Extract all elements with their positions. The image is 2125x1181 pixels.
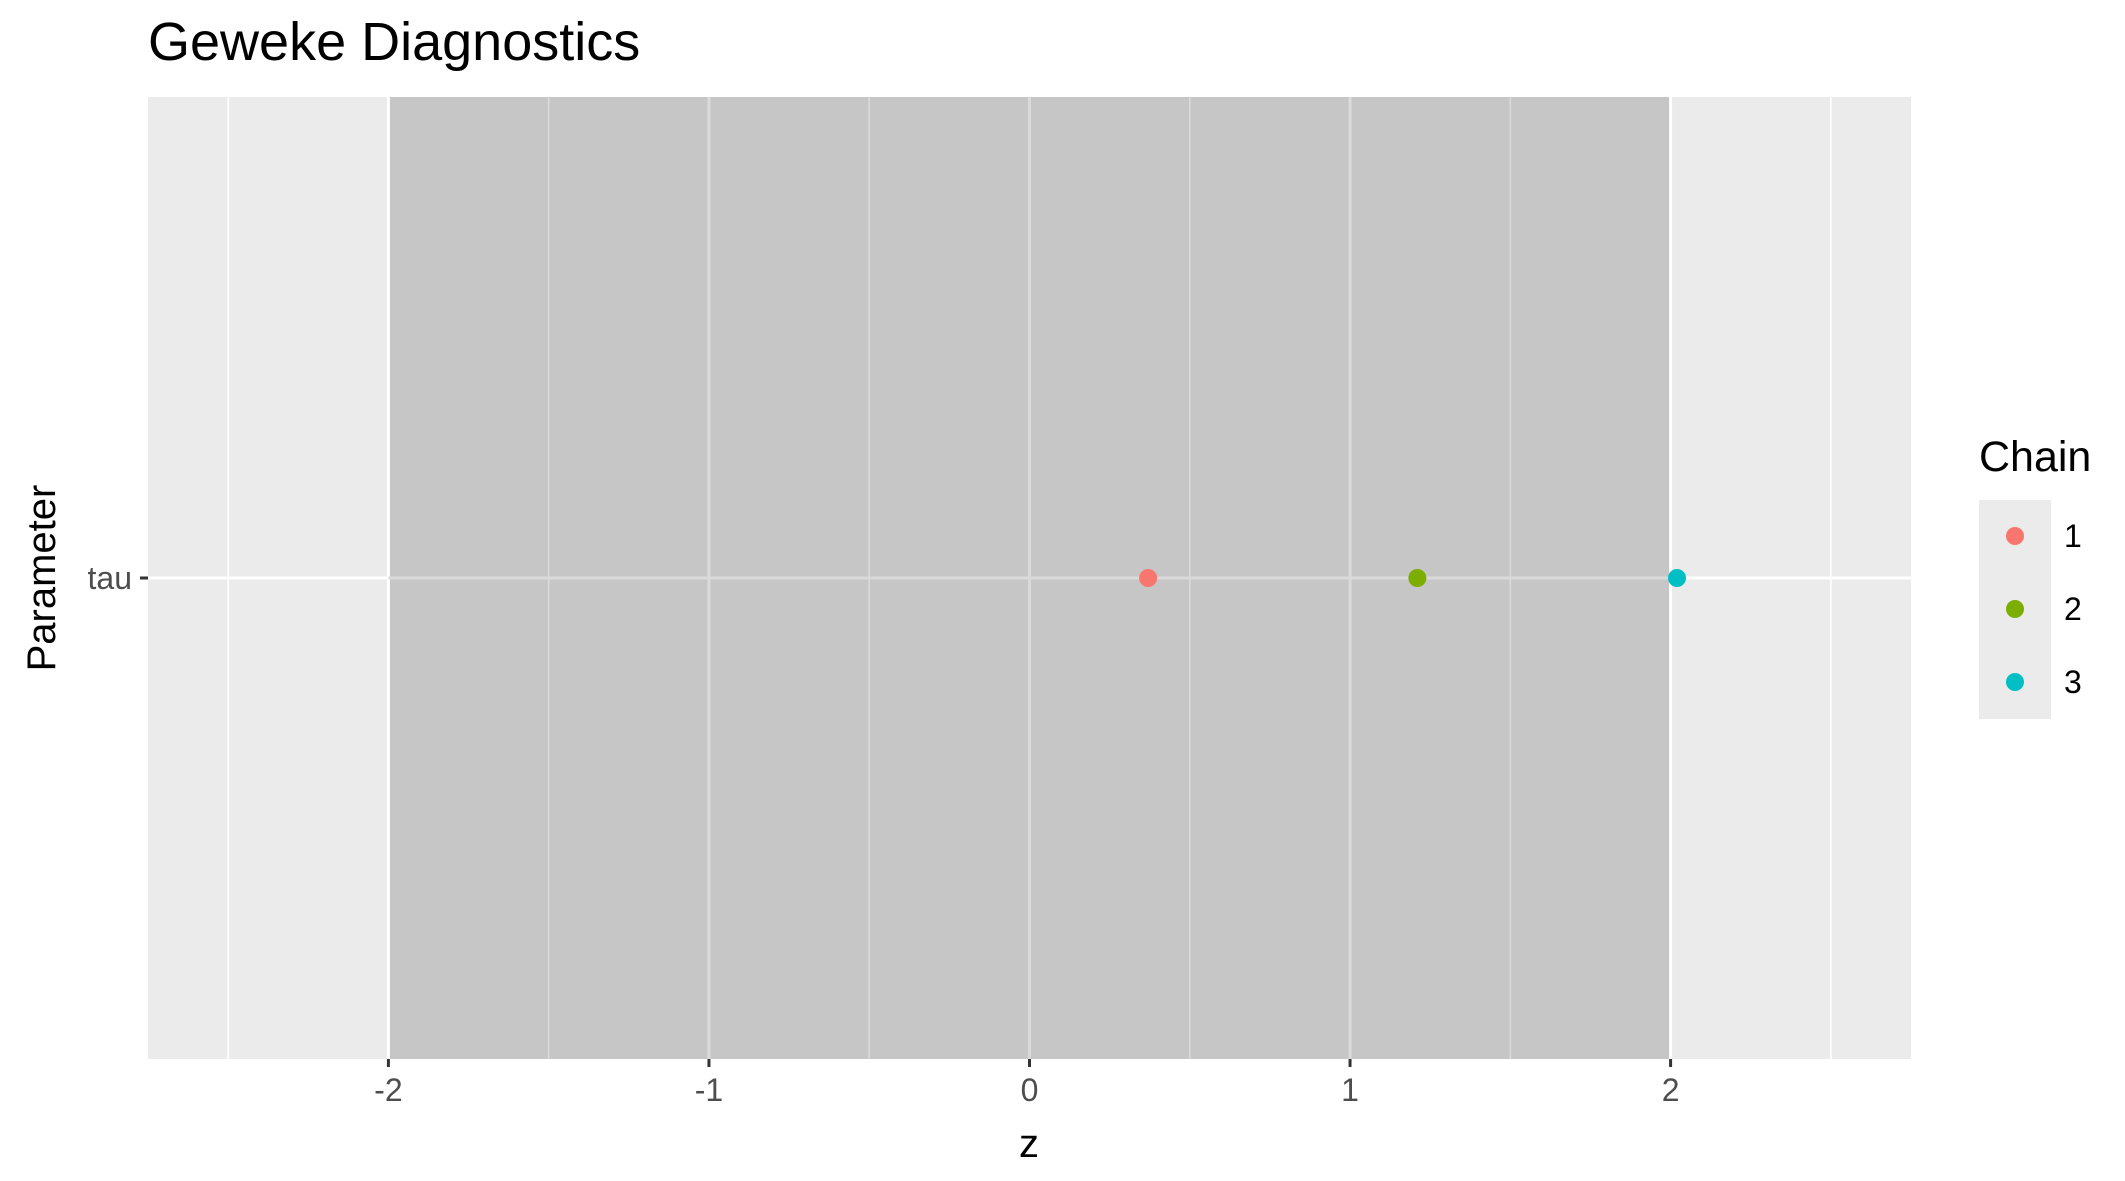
x-axis-ticks: -2 -1 0 1 2: [374, 1059, 1679, 1108]
legend-key-chain-3: [2006, 673, 2024, 691]
x-tick-label: -1: [695, 1072, 723, 1108]
x-tick-label: 2: [1662, 1072, 1680, 1108]
x-tick-label: 1: [1341, 1072, 1359, 1108]
x-tick-label: -2: [374, 1072, 402, 1108]
legend-label-chain-2: 2: [2064, 591, 2082, 627]
legend-label-chain-3: 3: [2064, 664, 2082, 700]
data-point-chain-3: [1668, 569, 1687, 587]
x-axis-title: z: [1019, 1122, 1039, 1166]
legend: Chain 1 2 3: [1979, 433, 2091, 719]
legend-items: 1 2 3: [2006, 518, 2082, 700]
points-layer: [1139, 569, 1687, 587]
data-point-chain-2: [1408, 569, 1427, 587]
legend-key-chain-1: [2006, 527, 2024, 545]
data-point-chain-1: [1139, 569, 1158, 587]
y-tick-label: tau: [88, 560, 132, 596]
chart-title: Geweke Diagnostics: [148, 12, 640, 72]
legend-key-chain-2: [2006, 600, 2024, 618]
legend-label-chain-1: 1: [2064, 518, 2082, 554]
legend-title: Chain: [1979, 433, 2091, 481]
y-axis-title: Parameter: [20, 485, 64, 672]
y-axis-ticks: tau: [88, 560, 148, 596]
x-tick-label: 0: [1021, 1072, 1039, 1108]
